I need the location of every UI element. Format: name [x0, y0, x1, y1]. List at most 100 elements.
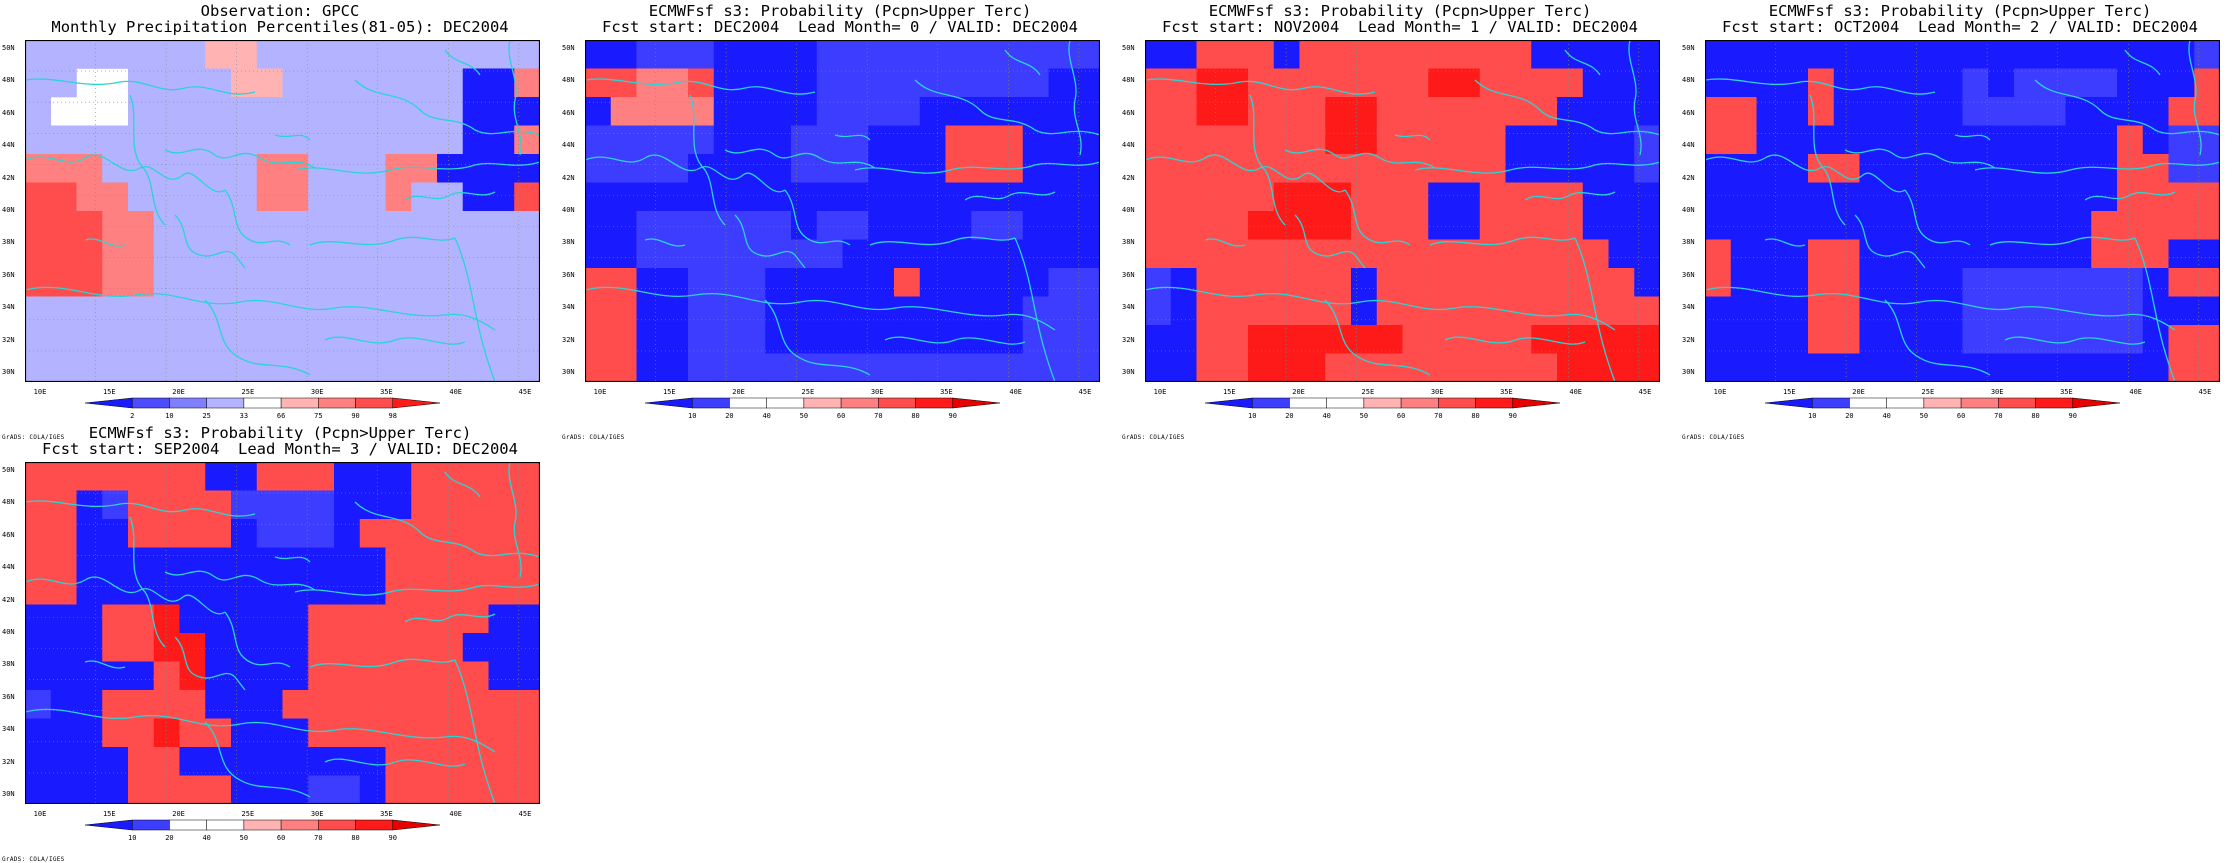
colorbar-label: 20	[1845, 412, 1854, 420]
coastline	[1705, 154, 1906, 193]
coastline	[1989, 236, 2136, 246]
grid-cell	[2168, 125, 2195, 155]
grid-cell	[514, 353, 540, 382]
coastline	[1974, 161, 2220, 174]
grid-cell	[1196, 296, 1223, 326]
lon-tick-label: 40E	[1569, 388, 1583, 396]
grid-cell	[153, 353, 180, 382]
grid-cell	[488, 633, 515, 662]
grid-cell	[282, 211, 309, 240]
grid-cell	[1782, 353, 1809, 382]
grid-cell	[411, 40, 438, 69]
grid-cell	[437, 353, 464, 382]
grid-cell	[1911, 125, 1938, 155]
grid-cell	[1402, 296, 1429, 326]
grid-cell	[1505, 182, 1532, 212]
grid-cell	[1505, 268, 1532, 297]
lat-tick-label: 38N	[562, 238, 575, 247]
grid-cell	[128, 239, 155, 269]
colorbar-label: 90	[388, 834, 397, 842]
grid-cell	[50, 353, 77, 382]
grid-cell	[1376, 125, 1403, 155]
lon-tick-label: 45E	[518, 810, 532, 818]
grid-cell	[205, 775, 232, 804]
grid-cell	[50, 125, 77, 155]
grid-cell	[2065, 268, 2092, 297]
coastline	[1564, 49, 1601, 76]
grid-cell	[50, 154, 77, 183]
grid-cell	[2117, 239, 2144, 269]
grid-cell	[128, 775, 155, 804]
grid-cell	[282, 68, 309, 98]
grid-cell	[282, 633, 309, 662]
grid-cell	[1859, 40, 1886, 69]
grid-cell	[1196, 268, 1223, 297]
grid-cell	[488, 547, 515, 577]
grid-cell	[1299, 154, 1326, 183]
map-panel: Observation: GPCC Monthly Precipitation P…	[0, 0, 560, 441]
grid-cell	[1222, 97, 1249, 126]
grid-cell	[2168, 154, 2195, 183]
grid-cell	[1248, 125, 1275, 155]
grid-cell	[1248, 182, 1275, 212]
grid-cell	[488, 462, 515, 491]
grid-cell	[308, 633, 335, 662]
coastline	[1524, 191, 1616, 201]
grid-cell	[1196, 182, 1223, 212]
grid-cell	[945, 97, 972, 126]
grid-cell	[1859, 211, 1886, 240]
grid-cell	[205, 747, 232, 776]
grid-cell	[1402, 239, 1429, 269]
grid-cell	[1859, 97, 1886, 126]
lat-tick-label: 44N	[1682, 141, 1695, 150]
colorbar-swatch	[878, 397, 916, 409]
grid-cell	[894, 296, 921, 326]
grid-cell	[514, 718, 540, 748]
grid-cell	[514, 182, 540, 212]
grid-cell	[1608, 268, 1635, 297]
grid-cell	[282, 547, 309, 577]
grid-cell	[179, 519, 206, 548]
coastline	[1884, 299, 1991, 376]
grid-cell	[2142, 182, 2169, 212]
grid-cell	[1988, 125, 2015, 155]
grid-cell	[411, 353, 438, 382]
grid-cell	[488, 296, 515, 326]
grid-cell	[1479, 296, 1506, 326]
grid-cell	[1402, 97, 1429, 126]
grid-cell	[1808, 268, 1835, 297]
grid-cell	[1988, 68, 2015, 98]
lon-tick-label: 40E	[2129, 388, 2143, 396]
grid-cell	[437, 68, 464, 98]
lon-tick-label: 30E	[310, 388, 324, 396]
coastline	[25, 286, 496, 331]
grid-cell	[971, 296, 998, 326]
grid-cell	[1911, 154, 1938, 183]
grid-cell	[610, 296, 637, 326]
grid-cell	[334, 633, 361, 662]
grid-cell	[1479, 154, 1506, 183]
grid-cell	[1608, 68, 1635, 98]
grid-cell	[231, 775, 258, 804]
grid-cell	[2091, 239, 2118, 269]
grid-cell	[1479, 68, 1506, 98]
coastline	[1429, 236, 1576, 246]
grid-cell	[359, 268, 386, 297]
grid-cell	[256, 182, 283, 212]
grid-cell	[1505, 125, 1532, 155]
grid-cell	[1608, 296, 1635, 326]
grid-cell	[791, 239, 818, 269]
grid-cell	[1351, 97, 1378, 126]
grid-cell	[1911, 239, 1938, 269]
coastline	[294, 583, 540, 596]
grid-cell	[1376, 325, 1403, 354]
grid-cell	[1454, 211, 1481, 240]
grid-cell	[1936, 125, 1963, 155]
colorbar-label: 75	[314, 412, 323, 420]
grid-cell	[997, 97, 1024, 126]
map-plot	[25, 40, 540, 382]
grads-credit: GrADS: COLA/IGES	[1682, 434, 1745, 441]
grid-cell	[437, 718, 464, 748]
lat-tick-label: 44N	[1122, 141, 1135, 150]
grid-cell	[76, 40, 103, 69]
